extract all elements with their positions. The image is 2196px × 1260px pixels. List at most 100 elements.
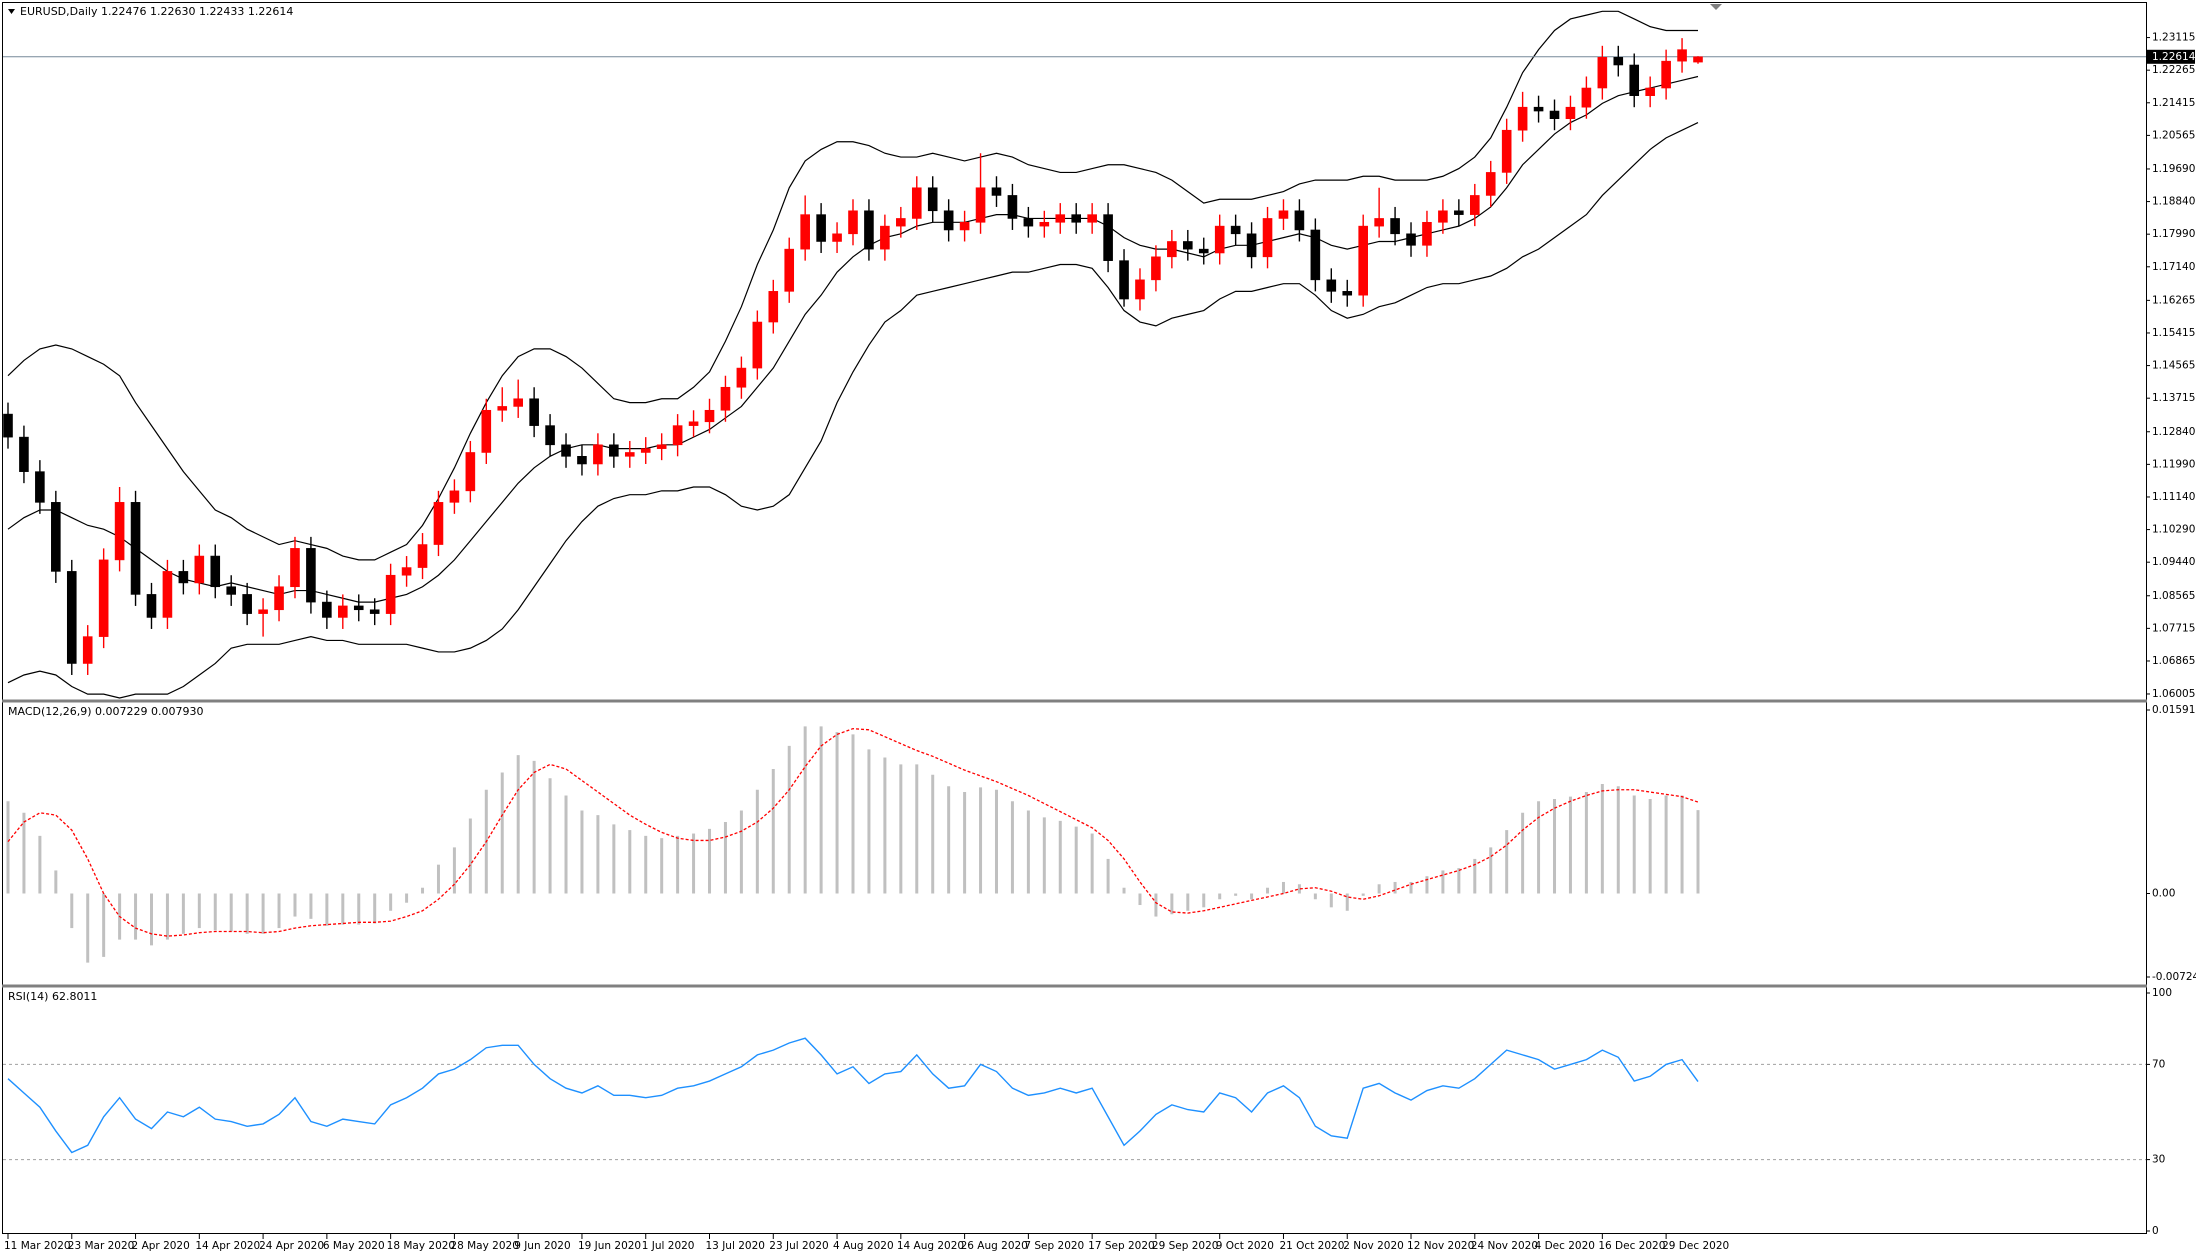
candle-body: [178, 571, 189, 584]
y-tick-label: 1.07715: [2152, 622, 2195, 634]
bollinger-upper: [7, 10, 1698, 561]
candle-body: [1390, 218, 1400, 235]
y-tick-label: 100: [2152, 987, 2172, 999]
candle-body: [752, 321, 763, 369]
candle-body: [513, 398, 523, 407]
y-tick-label: -0.007244: [2152, 971, 2196, 983]
candle-body: [1039, 221, 1050, 227]
menu-arrow[interactable]: [8, 9, 15, 14]
candle-body: [274, 586, 284, 611]
candle-body: [529, 398, 539, 426]
candle-body: [704, 409, 715, 423]
x-tick-label: 4 Dec 2020: [1535, 1240, 1595, 1252]
candle-body: [481, 409, 492, 453]
candle-body: [1294, 210, 1305, 231]
candle-body: [433, 502, 444, 545]
x-tick-label: 4 Aug 2020: [833, 1240, 894, 1252]
candle-body: [911, 187, 922, 219]
candle-body: [1581, 87, 1592, 108]
candle-body: [258, 609, 268, 614]
x-tick-label: 2 Apr 2020: [132, 1240, 190, 1252]
candle-body: [832, 233, 842, 242]
y-tick-label: 1.18840: [2152, 196, 2195, 208]
y-tick-label: 1.16265: [2152, 294, 2195, 306]
y-tick-label: 1.23115: [2152, 32, 2195, 44]
candle-body: [1246, 233, 1257, 258]
candle-body: [1071, 214, 1082, 223]
candle-body: [545, 425, 555, 446]
candle-body: [1629, 64, 1640, 96]
x-tick-label: 14 Apr 2020: [195, 1240, 260, 1252]
x-tick-label: 19 Jun 2020: [578, 1240, 641, 1252]
x-tick-label: 23 Mar 2020: [68, 1240, 135, 1252]
candle-body: [1597, 57, 1608, 89]
candle-body: [593, 444, 603, 465]
candle-body: [1613, 57, 1624, 66]
x-tick-label: 21 Oct 2020: [1279, 1240, 1344, 1252]
candle-body: [290, 548, 300, 588]
x-tick-label: 6 May 2020: [323, 1240, 385, 1252]
candle-body: [1549, 110, 1560, 120]
candle-body: [1262, 218, 1273, 258]
rsi-header: RSI(14) 62.8011: [8, 990, 97, 1003]
candle-body: [688, 421, 699, 426]
candle-body: [1278, 210, 1289, 219]
candle-body: [816, 214, 826, 242]
candle-body: [98, 559, 109, 637]
candle-body: [991, 187, 1002, 196]
x-tick-label: 13 Jul 2020: [706, 1240, 765, 1252]
y-tick-label: 30: [2152, 1154, 2165, 1166]
candle-body: [1007, 195, 1018, 219]
candle-body: [1198, 248, 1209, 254]
candle-body: [353, 605, 364, 611]
x-tick-label: 14 Aug 2020: [897, 1240, 964, 1252]
y-tick-label: 1.09440: [2152, 556, 2195, 568]
y-tick-label: 1.10290: [2152, 524, 2195, 536]
current-price-label: 1.22614: [2152, 51, 2196, 63]
candle-body: [51, 502, 61, 572]
candle-body: [1151, 256, 1161, 281]
candle-body: [609, 444, 619, 457]
candle-body: [1677, 49, 1687, 62]
candle-body: [1485, 172, 1496, 196]
candle-body: [1406, 233, 1416, 246]
x-tick-label: 24 Nov 2020: [1471, 1240, 1538, 1252]
y-tick-label: 1.22265: [2152, 64, 2195, 76]
candle-body: [3, 413, 13, 438]
candle-body: [449, 490, 460, 503]
candle-body: [1454, 210, 1464, 215]
candle-body: [1023, 218, 1034, 227]
y-tick-label: 1.21415: [2152, 97, 2195, 109]
candle-body: [338, 605, 348, 618]
candle-body: [1103, 214, 1113, 261]
x-tick-label: 23 Jul 2020: [769, 1240, 828, 1252]
y-tick-label: 1.06005: [2152, 688, 2195, 700]
candle-body: [1119, 260, 1129, 300]
main-header: EURUSD,Daily 1.22476 1.22630 1.22433 1.2…: [20, 5, 293, 18]
candle-body: [19, 436, 29, 472]
x-tick-label: 16 Dec 2020: [1598, 1240, 1665, 1252]
candle-body: [497, 406, 508, 411]
y-tick-label: 1.08565: [2152, 590, 2195, 602]
y-tick-label: 0: [2152, 1225, 2159, 1237]
chart-shift-marker[interactable]: [1710, 4, 1722, 10]
y-tick-label: 1.15415: [2152, 327, 2195, 339]
candle-body: [959, 221, 970, 231]
candle-body: [401, 567, 412, 576]
candle-body: [1183, 241, 1193, 250]
candle-body: [35, 471, 45, 503]
candle-body: [880, 225, 890, 250]
candle-body: [800, 214, 810, 250]
candle-body: [146, 594, 157, 618]
y-tick-label: 1.11990: [2152, 458, 2195, 470]
y-tick-label: 70: [2152, 1058, 2165, 1070]
candle-body: [114, 502, 125, 561]
x-tick-label: 9 Jun 2020: [514, 1240, 570, 1252]
candle-body: [768, 291, 779, 323]
candle-body: [369, 609, 380, 614]
y-tick-label: 1.12840: [2152, 426, 2195, 438]
candle-body: [1533, 106, 1544, 112]
x-tick-label: 12 Nov 2020: [1407, 1240, 1474, 1252]
y-tick-label: 1.20565: [2152, 129, 2195, 141]
